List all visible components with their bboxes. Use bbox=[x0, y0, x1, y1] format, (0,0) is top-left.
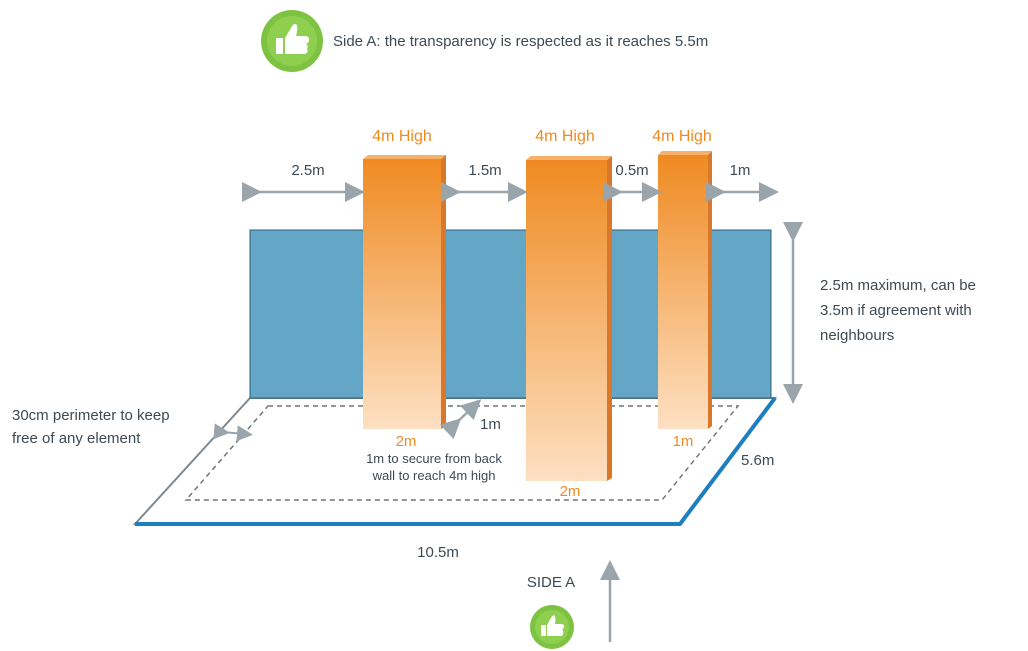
gap-3-label: 0.5m bbox=[615, 162, 648, 179]
setback-note-line-2: wall to reach 4m high bbox=[372, 468, 496, 483]
wall-height-note-line-3: neighbours bbox=[820, 327, 894, 344]
side-a-thumbs-up-badge bbox=[530, 605, 574, 649]
gap-4-label: 1m bbox=[730, 162, 751, 179]
perimeter-dashed-line bbox=[184, 405, 740, 501]
perimeter-arrow bbox=[213, 423, 253, 442]
setback-note-line-1: 1m to secure from back bbox=[366, 451, 502, 466]
pillar-1 bbox=[363, 155, 446, 429]
floor-slab bbox=[132, 396, 778, 526]
wall-height-note-line-2: 3.5m if agreement with bbox=[820, 302, 972, 319]
pillar-2-height-label: 4m High bbox=[535, 128, 595, 145]
thumbs-up-icon bbox=[541, 615, 565, 636]
pillar-1-height-label: 4m High bbox=[372, 128, 432, 145]
setback-arrow bbox=[439, 399, 482, 440]
floor-length-label: 10.5m bbox=[417, 544, 459, 561]
header-thumbs-up-badge bbox=[261, 10, 323, 72]
header-text: Side A: the transparency is respected as… bbox=[333, 33, 708, 50]
pillar-3 bbox=[658, 151, 712, 429]
pillar-3-height-label: 4m High bbox=[652, 128, 712, 145]
gap-2-label: 1.5m bbox=[468, 162, 501, 179]
side-a-label: SIDE A bbox=[527, 574, 575, 591]
setback-distance-label: 1m bbox=[480, 416, 501, 433]
perimeter-note-line-2: free of any element bbox=[12, 430, 141, 447]
pillar-2 bbox=[526, 156, 612, 481]
perimeter-note-line-1: 30cm perimeter to keep bbox=[12, 407, 170, 424]
pillar-2-base-label: 2m bbox=[560, 483, 581, 500]
pillar-3-base-label: 1m bbox=[673, 433, 694, 450]
pillar-1-base-label: 2m bbox=[396, 433, 417, 450]
gap-1-label: 2.5m bbox=[291, 162, 324, 179]
floor-depth-label: 5.6m bbox=[741, 452, 774, 469]
wall-height-note-line-1: 2.5m maximum, can be bbox=[820, 277, 976, 294]
thumbs-up-icon bbox=[276, 24, 310, 54]
